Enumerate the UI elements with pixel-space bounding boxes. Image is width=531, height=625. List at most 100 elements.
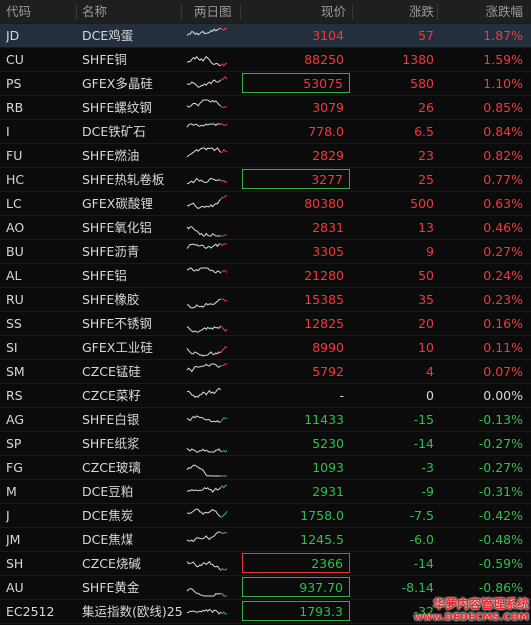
row-pct: -0.86% [478, 580, 523, 595]
row-name: SHFE沥青 [82, 244, 140, 259]
header-price[interactable]: 现价 [320, 4, 346, 19]
sparkline-today [220, 195, 227, 200]
table-row[interactable]: LC GFEX碳酸锂 80380 500 0.63% [0, 192, 531, 216]
row-price: 53075 [242, 73, 350, 93]
row-pct: -0.13% [478, 412, 523, 427]
table-header: 代码 名称 两日图 现价 涨跌 涨跌幅 [0, 0, 531, 24]
row-code: FG [6, 460, 23, 475]
sparkline-history [186, 486, 221, 493]
row-change: 20 [418, 316, 434, 331]
row-price: 1758.0 [300, 508, 344, 523]
table-row[interactable]: FU SHFE燃油 2829 23 0.82% [0, 144, 531, 168]
table-row[interactable]: RU SHFE橡胶 15385 35 0.23% [0, 288, 531, 312]
row-price: 12825 [304, 316, 344, 331]
table-row[interactable]: RB SHFE螺纹钢 3079 26 0.85% [0, 96, 531, 120]
table-row[interactable]: SS SHFE不锈钢 12825 20 0.16% [0, 312, 531, 336]
row-sparkline [186, 72, 238, 96]
row-price: 3104 [312, 28, 344, 43]
row-pct: 0.46% [483, 220, 523, 235]
row-price: 2829 [312, 148, 344, 163]
row-name: DCE焦炭 [82, 508, 134, 523]
row-name: GFEX工业硅 [82, 340, 153, 355]
table-row[interactable]: SI GFEX工业硅 8990 10 0.11% [0, 336, 531, 360]
row-sparkline [186, 216, 238, 240]
row-code: JD [6, 28, 20, 43]
row-name: CZCE烧碱 [82, 556, 141, 571]
row-code: RU [6, 292, 24, 307]
sparkline-today [220, 148, 228, 153]
row-change: 57 [418, 28, 434, 43]
sparkline-today [220, 76, 228, 81]
table-row[interactable]: SM CZCE锰硅 5792 4 0.07% [0, 360, 531, 384]
table-row[interactable]: I DCE铁矿石 778.0 6.5 0.84% [0, 120, 531, 144]
sparkline-today [220, 325, 228, 333]
sparkline-today [220, 346, 228, 353]
row-sparkline [186, 504, 238, 528]
table-row[interactable]: AG SHFE白银 11433 -15 -0.13% [0, 408, 531, 432]
row-code: SH [6, 556, 24, 571]
row-pct [440, 600, 523, 624]
table-row[interactable]: SH CZCE烧碱 2366 -14 -0.59% [0, 552, 531, 576]
table-row[interactable]: J DCE焦炭 1758.0 -7.5 -0.42% [0, 504, 531, 528]
row-sparkline [186, 192, 238, 216]
table-row[interactable]: AO SHFE氧化铝 2831 13 0.46% [0, 216, 531, 240]
sparkline-history [186, 177, 221, 185]
table-row[interactable]: M DCE豆粕 2931 -9 -0.31% [0, 480, 531, 504]
table-row[interactable]: JM DCE焦煤 1245.5 -6.0 -0.48% [0, 528, 531, 552]
sparkline-chart [186, 177, 228, 185]
table-row[interactable]: FG CZCE玻璃 1093 -3 -0.27% [0, 456, 531, 480]
table-row[interactable]: EC2512 集运指数(欧线)25 1793.3 -32 [0, 600, 531, 624]
row-pct: -0.31% [478, 484, 523, 499]
header-spark[interactable]: 两日图 [194, 4, 232, 19]
row-change: 4 [426, 364, 434, 379]
header-divider [181, 4, 182, 20]
header-name[interactable]: 名称 [82, 4, 108, 19]
row-code: JM [6, 532, 21, 547]
row-price: 3305 [312, 244, 344, 259]
sparkline-today [220, 234, 228, 237]
row-pct: 0.07% [483, 364, 523, 379]
row-sparkline [186, 408, 238, 432]
table-row[interactable]: SP SHFE纸浆 5230 -14 -0.27% [0, 432, 531, 456]
sparkline-chart [186, 447, 228, 453]
header-code[interactable]: 代码 [6, 4, 32, 19]
row-code: LC [6, 196, 22, 211]
sparkline-history [186, 226, 221, 237]
row-change: 26 [418, 100, 434, 115]
row-change: 25 [418, 172, 434, 187]
header-pct[interactable]: 涨跌幅 [485, 4, 523, 19]
sparkline-today [220, 363, 227, 367]
row-name: SHFE纸浆 [82, 436, 140, 451]
row-code: PS [6, 76, 22, 91]
row-pct: -0.48% [478, 532, 523, 547]
row-change: 580 [410, 76, 434, 91]
header-change[interactable]: 涨跌 [408, 4, 434, 19]
row-name: SHFE热轧卷板 [82, 172, 165, 187]
sparkline-chart [186, 298, 228, 309]
table-row[interactable]: JD DCE鸡蛋 3104 57 1.87% [0, 24, 531, 48]
row-name: SHFE黄金 [82, 580, 140, 595]
row-price: 1245.5 [300, 532, 344, 547]
table-row[interactable]: CU SHFE铜 88250 1380 1.59% [0, 48, 531, 72]
header-divider [240, 4, 241, 20]
sparkline-chart [186, 531, 228, 543]
table-row[interactable]: BU SHFE沥青 3305 9 0.27% [0, 240, 531, 264]
table-row[interactable]: AU SHFE黄金 937.70 -8.14 -0.86% [0, 576, 531, 600]
table-row[interactable]: PS GFEX多晶硅 53075 580 1.10% [0, 72, 531, 96]
table-body: JD DCE鸡蛋 3104 57 1.87% CU SHFE铜 88250 1380 1.59% P… [0, 24, 531, 624]
row-pct: 0.00% [483, 388, 523, 403]
row-pct: 1.59% [483, 52, 523, 67]
table-row[interactable]: AL SHFE铝 21280 50 0.24% [0, 264, 531, 288]
sparkline-chart [186, 226, 228, 237]
row-sparkline [186, 384, 238, 408]
row-price: 8990 [312, 340, 344, 355]
sparkline-chart [186, 588, 227, 597]
row-sparkline [186, 432, 238, 456]
row-price: 88250 [304, 52, 344, 67]
sparkline-history [186, 55, 221, 67]
table-row[interactable]: HC SHFE热轧卷板 3277 25 0.77% [0, 168, 531, 192]
row-change: -6.0 [409, 532, 434, 547]
table-row[interactable]: RS CZCE菜籽 - 0 0.00% [0, 384, 531, 408]
row-name: SHFE不锈钢 [82, 316, 152, 331]
row-code: AO [6, 220, 25, 235]
